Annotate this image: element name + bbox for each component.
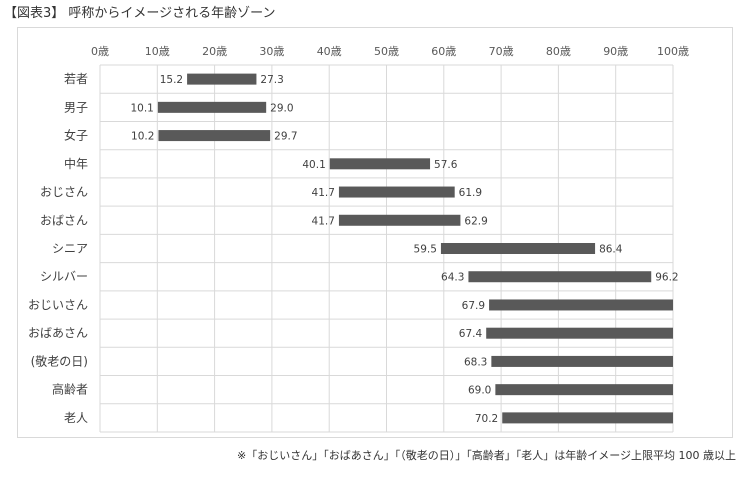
category-label: おじさん — [40, 185, 88, 199]
footnote: ※「おじいさん」「おばあさん」「（敬老の日）」「高齢者」「老人」は年齢イメージ上… — [237, 449, 736, 462]
range-bar — [486, 327, 673, 339]
range-bar — [338, 186, 455, 198]
start-value-label: 59.5 — [414, 244, 437, 256]
category-label: おばさん — [40, 213, 88, 227]
range-bar — [489, 299, 673, 311]
x-tick-label: 70歳 — [489, 45, 514, 58]
start-value-label: 15.2 — [160, 74, 183, 86]
x-tick-label: 80歳 — [546, 45, 571, 58]
start-value-label: 10.2 — [131, 131, 154, 143]
category-label: シルバー — [40, 270, 88, 284]
x-tick-label: 60歳 — [431, 45, 456, 58]
end-value-label: 29.0 — [270, 102, 293, 114]
start-value-label: 69.0 — [468, 385, 491, 397]
x-tick-label: 40歳 — [317, 45, 342, 58]
range-bar — [468, 271, 652, 283]
start-value-label: 70.2 — [475, 413, 498, 425]
start-value-label: 41.7 — [312, 187, 335, 199]
range-bar — [329, 158, 431, 170]
end-value-label: 86.4 — [599, 244, 623, 256]
category-label: 中年 — [64, 156, 88, 171]
range-bar — [495, 384, 673, 396]
category-label: おじいさん — [28, 298, 88, 312]
start-value-label: 10.1 — [130, 102, 153, 114]
category-label: 高齢者 — [52, 382, 88, 397]
x-tick-label: 100歳 — [657, 45, 689, 58]
x-tick-label: 20歳 — [202, 45, 227, 58]
x-tick-label: 50歳 — [374, 45, 399, 58]
chart-frame — [17, 27, 733, 438]
x-tick-label: 0歳 — [91, 45, 109, 58]
range-bar — [158, 130, 271, 142]
range-bar — [338, 214, 461, 226]
start-value-label: 41.7 — [312, 215, 335, 227]
category-label: (敬老の日) — [31, 354, 88, 368]
start-value-label: 68.3 — [464, 356, 487, 368]
end-value-label: 27.3 — [260, 74, 283, 86]
x-tick-label: 30歳 — [259, 45, 284, 58]
category-label: おばあさん — [28, 326, 88, 340]
start-value-label: 40.1 — [302, 159, 325, 171]
x-tick-label: 10歳 — [145, 45, 170, 58]
start-value-label: 67.9 — [462, 300, 485, 312]
range-bar — [502, 412, 673, 424]
x-tick-label: 90歳 — [603, 45, 628, 58]
category-label: シニア — [52, 242, 88, 256]
start-value-label: 67.4 — [459, 328, 483, 340]
range-bar — [187, 73, 257, 85]
category-label: 若者 — [64, 72, 88, 86]
end-value-label: 96.2 — [655, 272, 678, 284]
category-label: 老人 — [64, 411, 88, 425]
end-value-label: 57.6 — [434, 159, 458, 171]
range-bar — [440, 243, 596, 254]
category-label: 女子 — [64, 128, 88, 143]
range-bar — [491, 355, 673, 367]
range-bar — [157, 101, 267, 113]
end-value-label: 62.9 — [464, 215, 487, 227]
chart-title: 【図表3】 呼称からイメージされる年齢ゾーン — [4, 6, 276, 21]
start-value-label: 64.3 — [441, 272, 464, 284]
end-value-label: 29.7 — [274, 131, 297, 143]
category-label: 男子 — [64, 100, 88, 114]
end-value-label: 61.9 — [459, 187, 482, 199]
